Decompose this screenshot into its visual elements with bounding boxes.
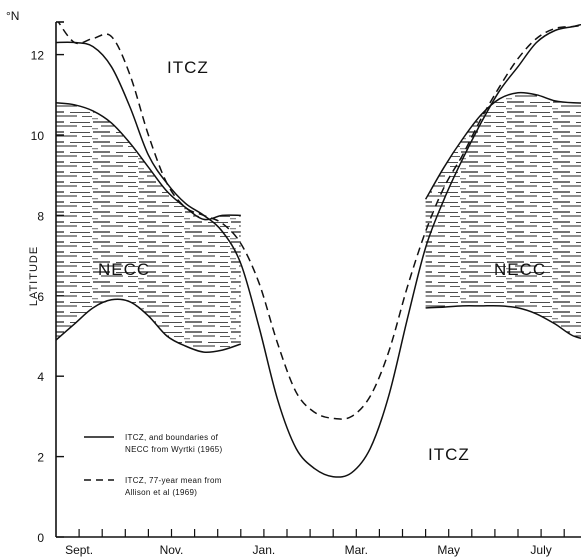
y-tick-label-0: 0 (37, 531, 44, 545)
necc-right-north-boundary (424, 91, 581, 200)
y-axis-label: LATITUDE (28, 246, 40, 306)
axes (55, 21, 581, 538)
necc-shaded-regions (56, 92, 581, 353)
series-lines (56, 22, 581, 478)
necc-label-right: NECC (494, 260, 546, 279)
y-tick-label-10: 10 (31, 129, 45, 143)
itcz-label-bottom: ITCZ (428, 445, 470, 464)
y-tick-label-6: 6 (37, 290, 44, 304)
legend-entry-dashed-line-1: ITCZ, 77-year mean from (125, 476, 222, 485)
legend-entry-solid-line-2: NECC from Wyrtki (1965) (125, 445, 223, 454)
y-ticks: 0 2 4 6 8 10 12 (31, 49, 64, 545)
y-unit-label: °N (6, 9, 19, 23)
x-tick-label-2: Jan. (253, 543, 276, 557)
necc-left-south-boundary (56, 298, 242, 354)
x-tick-label-3: Mar. (345, 543, 368, 557)
legend: ITCZ, and boundaries of NECC from Wyrtki… (84, 433, 223, 497)
itcz-label-top: ITCZ (167, 58, 209, 77)
necc-left-north-boundary (56, 102, 241, 221)
x-tick-label-0: Sept. (65, 543, 93, 557)
y-tick-label-12: 12 (31, 49, 45, 63)
itcz-wyrtki-line (56, 23, 581, 478)
legend-entry-dashed-line-2: Allison et al (1969) (125, 488, 197, 497)
y-tick-label-2: 2 (37, 451, 44, 465)
x-tick-label-5: July (530, 543, 551, 557)
legend-entry-solid-line-1: ITCZ, and boundaries of (125, 433, 219, 442)
x-tick-label-4: May (437, 543, 460, 557)
x-ticks: Sept. Nov. Jan. Mar. May July (65, 529, 565, 557)
y-tick-label-4: 4 (37, 370, 44, 384)
y-tick-label-8: 8 (37, 209, 44, 223)
itcz-allison-line (57, 22, 581, 420)
necc-region-right (425, 92, 581, 338)
x-tick-label-1: Nov. (160, 543, 184, 557)
necc-right-south-boundary (425, 304, 581, 340)
necc-region-left (56, 102, 241, 353)
necc-label-left: NECC (98, 260, 150, 279)
